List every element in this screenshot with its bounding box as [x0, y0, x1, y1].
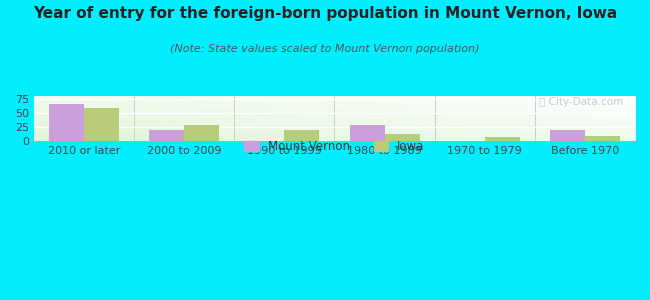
Bar: [184, 125, 219, 141]
Bar: [385, 134, 420, 141]
Bar: [84, 108, 119, 141]
Legend: Mount Vernon, Iowa: Mount Vernon, Iowa: [240, 136, 429, 158]
Text: ⓘ City-Data.com: ⓘ City-Data.com: [539, 97, 623, 107]
Bar: [285, 130, 319, 141]
Bar: [49, 104, 84, 141]
Bar: [585, 136, 620, 141]
Bar: [550, 130, 585, 141]
Text: (Note: State values scaled to Mount Vernon population): (Note: State values scaled to Mount Vern…: [170, 44, 480, 53]
Bar: [485, 137, 520, 141]
Bar: [150, 130, 184, 141]
Text: Year of entry for the foreign-born population in Mount Vernon, Iowa: Year of entry for the foreign-born popul…: [33, 6, 617, 21]
Bar: [350, 124, 385, 141]
